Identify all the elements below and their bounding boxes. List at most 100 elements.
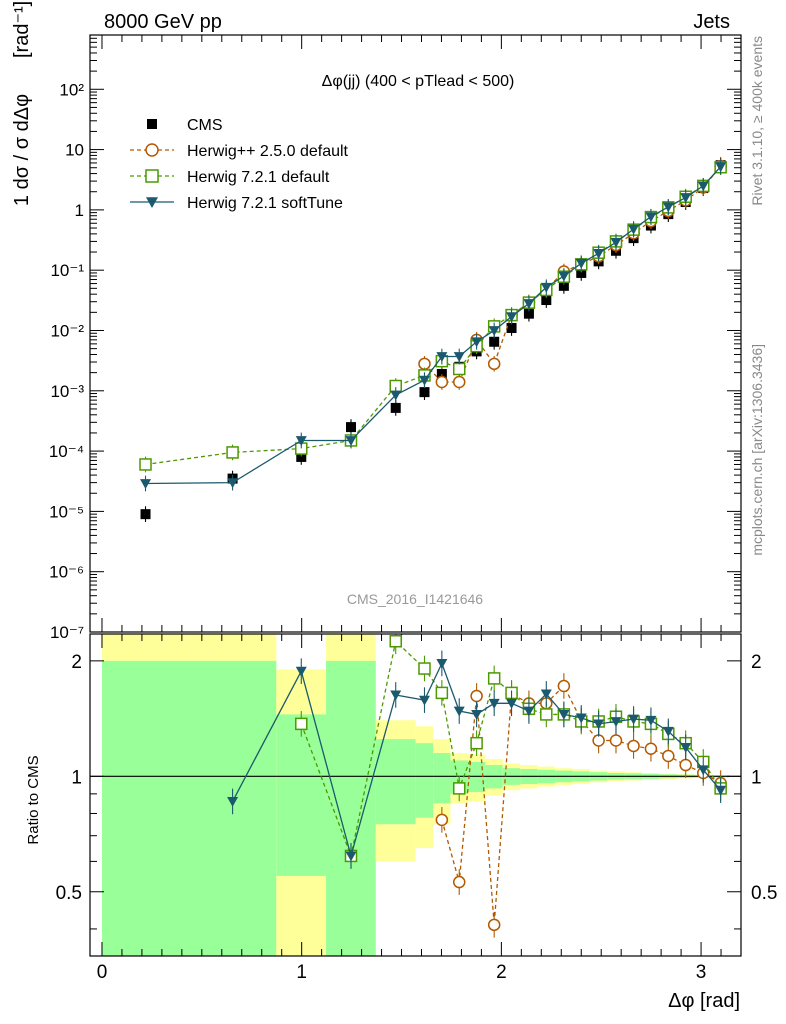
ratio-point (628, 714, 640, 725)
ratio-point (715, 785, 727, 796)
data-point (296, 451, 307, 462)
ratio-point (697, 765, 709, 776)
y-tick-label: 10⁻⁷ (50, 623, 84, 642)
ratio-point (436, 658, 448, 669)
ratio-point (435, 686, 449, 700)
ratio-point (644, 742, 658, 755)
data-point (523, 308, 534, 319)
ratio-point (452, 782, 466, 795)
header-left: 8000 GeV pp (104, 11, 222, 33)
data-point (345, 436, 357, 446)
data-point (575, 258, 587, 269)
ratio-tick-label-right: 0.5 (751, 883, 777, 904)
legend-label: Herwig 7.2.1 softTune (187, 195, 343, 212)
data-point (680, 193, 692, 204)
top-axis-ticks (90, 35, 741, 633)
y-tick-label: 10⁻² (50, 321, 84, 340)
data-point (140, 479, 152, 490)
data-point (390, 402, 401, 413)
watermark: CMS_2016_I1421646 (347, 591, 483, 607)
data-point (436, 368, 447, 379)
ratio-point (227, 797, 239, 807)
ratio-point (662, 726, 674, 737)
ratio-panel-frame (89, 633, 742, 957)
data-point (523, 299, 535, 310)
data-point (506, 322, 517, 333)
band-stat-bin (433, 753, 451, 804)
ratio-point (295, 666, 307, 677)
y-tick-label: 10 (65, 141, 84, 160)
data-point (419, 387, 430, 398)
y-tick-label: 10⁻⁵ (49, 502, 84, 521)
data-point (345, 422, 356, 433)
ratio-point (523, 706, 535, 717)
ratio-uncertainty-bands (90, 634, 741, 956)
data-point (715, 162, 727, 173)
ratio-point (418, 662, 431, 675)
ratio-point (295, 717, 308, 731)
data-point (226, 446, 239, 459)
ratio-point (609, 734, 623, 747)
x-tick-label: 2 (496, 962, 507, 983)
band-stat-bin (375, 739, 416, 825)
ratio-tick-label-right: 1 (751, 767, 762, 788)
header-right: Jets (693, 11, 730, 33)
ratio-point (558, 710, 570, 720)
y-axis-label-top: 1 dσ / σ dΔφ [rad⁻¹] (11, 1, 33, 206)
ratio-point (487, 672, 501, 685)
data-point (576, 267, 587, 278)
ratio-tick-label-left: 0.5 (56, 883, 82, 904)
data-point (452, 362, 466, 376)
ratio-point (662, 749, 675, 763)
y-axis-label-ratio: Ratio to CMS (25, 755, 42, 844)
x-tick-label: 1 (296, 962, 307, 983)
ratio-point (540, 689, 552, 700)
ratio-point (506, 698, 518, 709)
side-text-mcplots: mcplots.cern.ch [arXiv:1306.3436] (749, 344, 765, 556)
data-point (488, 326, 500, 336)
legend-marker (147, 119, 157, 129)
main-panel-series (139, 157, 727, 523)
ratio-point (679, 758, 692, 772)
data-point (471, 337, 483, 348)
data-point (662, 202, 674, 213)
x-tick-label: 3 (696, 962, 707, 983)
y-tick-label: 10⁻⁶ (49, 563, 84, 582)
ratio-point (610, 717, 622, 727)
y-tick-label: 10⁻¹ (50, 261, 84, 280)
ratio-point (627, 739, 640, 753)
data-point (295, 436, 307, 446)
ratio-point (575, 713, 587, 724)
ratio-point (390, 690, 402, 701)
chart-title: Δφ(jj) (400 < pTlead < 500) (322, 73, 515, 90)
tick-labels: 10⁻⁷ 10⁻⁶ 10⁻⁵ 10⁻⁴ 10⁻³ 10⁻² 10⁻¹ 1 10 10² 0 1 2 3 0.… (49, 80, 778, 983)
data-point (418, 375, 430, 386)
data-point (140, 509, 151, 520)
ratio-point (470, 736, 483, 750)
data-point (558, 280, 569, 291)
data-point (558, 271, 570, 282)
band-stat-bin (101, 660, 190, 956)
series-line (424, 165, 722, 383)
ratio-point (389, 634, 402, 648)
ratio-point (471, 710, 483, 720)
band-stat-bin (189, 660, 277, 956)
y-tick-label: 10⁻⁴ (49, 442, 84, 461)
legend-label: CMS (187, 117, 223, 134)
band-stat-bin (276, 714, 327, 876)
data-point (645, 212, 657, 223)
main-panel-frame (89, 34, 742, 633)
legend-label: Herwig++ 2.5.0 default (187, 143, 349, 160)
data-point (390, 390, 402, 401)
y-axis-label-unit: [rad⁻¹] (11, 1, 33, 58)
data-point (628, 224, 640, 235)
ratio-tick-label-right: 2 (751, 652, 762, 673)
ratio-panel-series (227, 634, 727, 938)
data-point (435, 375, 449, 389)
ratio-tick-label-left: 2 (71, 652, 82, 673)
ratio-point (418, 695, 430, 706)
x-tick-label: 0 (97, 962, 108, 983)
ratio-point (345, 851, 357, 862)
legend-marker (145, 143, 159, 157)
